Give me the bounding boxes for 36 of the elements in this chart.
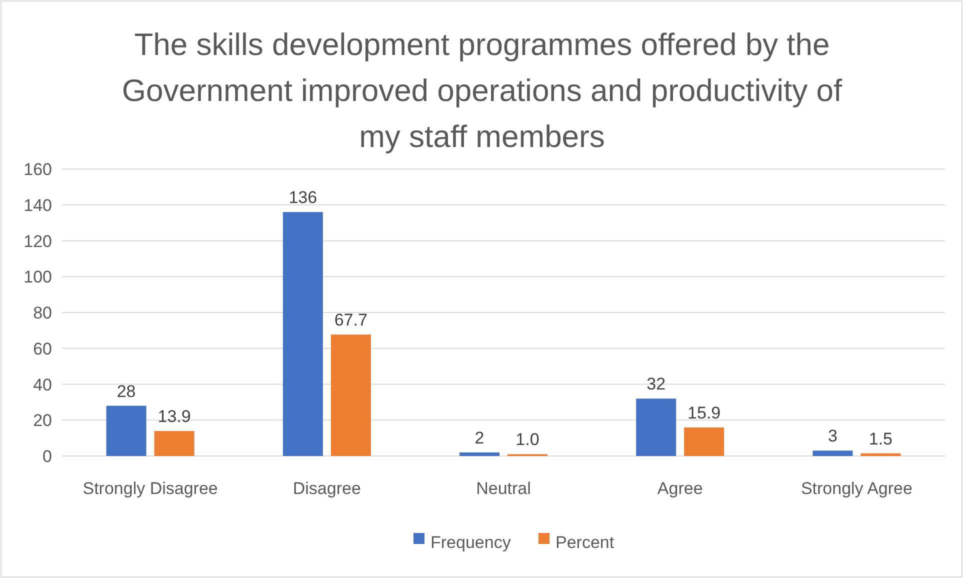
bar — [636, 398, 676, 456]
chart-title: The skills development programmes offered by the Government improved operations and productivity of my staff members — [122, 27, 843, 154]
x-tick-label: Agree — [657, 479, 703, 498]
bar — [860, 453, 901, 456]
y-tick-label: 140 — [24, 196, 52, 215]
data-label: 1.0 — [516, 430, 540, 450]
data-label: 28 — [116, 382, 136, 401]
y-tick-label: 0 — [42, 447, 52, 466]
data-label: 15.9 — [688, 403, 721, 422]
data-label: 67.7 — [334, 310, 368, 330]
x-tick-label: Disagree — [292, 479, 361, 498]
bar — [460, 452, 500, 456]
y-tick-label: 20 — [33, 411, 52, 430]
y-tick-label: 40 — [33, 375, 52, 394]
bar — [282, 212, 323, 456]
x-tick-label: Strongly Disagree — [82, 479, 218, 498]
bar — [812, 450, 853, 456]
data-label: 32 — [646, 374, 666, 394]
bar — [106, 406, 146, 456]
data-label: 2 — [474, 428, 484, 448]
y-tick-label: 80 — [33, 304, 52, 322]
y-tick-label: 100 — [24, 268, 52, 287]
legend-label: Frequency — [430, 533, 512, 552]
data-label: 13.9 — [158, 407, 191, 426]
x-tick-label: Neutral — [476, 479, 531, 498]
data-label: 136 — [288, 188, 318, 208]
bar — [330, 334, 371, 456]
y-tick-label: 60 — [33, 339, 52, 358]
data-label: 3 — [828, 426, 838, 446]
y-tick-label: 160 — [24, 160, 52, 179]
legend-label: Percent — [556, 533, 614, 552]
bar — [684, 427, 724, 456]
x-tick-label: Strongly Agree — [800, 479, 912, 498]
y-tick-label: 120 — [24, 232, 52, 251]
data-label: 1.5 — [868, 429, 893, 448]
bar — [154, 431, 194, 456]
